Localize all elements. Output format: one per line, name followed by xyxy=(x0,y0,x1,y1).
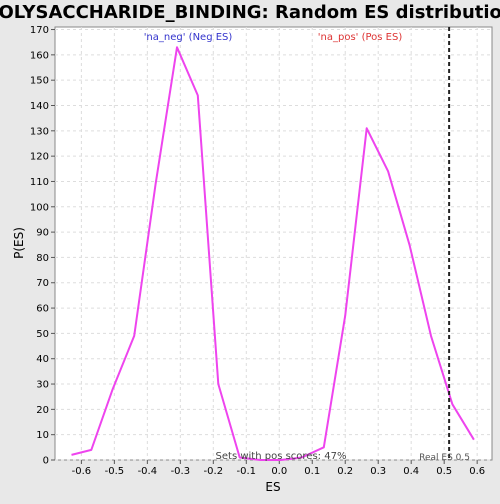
y-tick-label: 100 xyxy=(30,202,49,213)
y-tick-label: 30 xyxy=(36,380,49,391)
pos-es-label: 'na_pos' (Pos ES) xyxy=(318,32,403,43)
x-tick-label: -0.2 xyxy=(204,466,224,477)
x-tick-label: 0.2 xyxy=(337,466,353,477)
x-tick-label: -0.6 xyxy=(72,466,92,477)
y-axis-label: P(ES) xyxy=(12,227,26,259)
neg-es-label: 'na_neg' (Neg ES) xyxy=(144,32,233,43)
y-tick-label: 160 xyxy=(30,50,49,61)
chart-title: POLYSACCHARIDE_BINDING: Random ES distri… xyxy=(0,2,500,23)
y-tick-label: 110 xyxy=(30,177,49,188)
y-tick-label: 20 xyxy=(36,405,49,416)
y-tick-label: 150 xyxy=(30,76,49,87)
es-distribution-line xyxy=(71,46,475,461)
x-tick-label: 0.3 xyxy=(370,466,386,477)
x-tick-label: 0.4 xyxy=(403,466,419,477)
axes: -0.6 -0.5 -0.4 -0.3 -0.2 -0.1 0.0 0.1 0.2 0.3 0.4 0… xyxy=(30,25,485,477)
y-tick-label: 140 xyxy=(30,101,49,112)
x-tick-label: 0.5 xyxy=(436,466,452,477)
y-tick-label: 70 xyxy=(36,278,49,289)
x-tick-label: 0.6 xyxy=(469,466,485,477)
y-tick-label: 130 xyxy=(30,126,49,137)
y-tick-label: 0 xyxy=(43,456,49,467)
y-tick-label: 120 xyxy=(30,152,49,163)
y-tick-label: 80 xyxy=(36,253,49,264)
y-tick-label: 90 xyxy=(36,228,49,239)
x-tick-label: 0.0 xyxy=(271,466,287,477)
x-tick-label: -0.4 xyxy=(138,466,158,477)
y-tick-label: 40 xyxy=(36,354,49,365)
x-tick-label: -0.1 xyxy=(237,466,257,477)
series xyxy=(71,27,475,461)
real-es-label: Real ES 0.5 xyxy=(419,453,470,463)
x-tick-label: -0.3 xyxy=(171,466,191,477)
annotations: 'na_neg' (Neg ES) 'na_pos' (Pos ES) Sets… xyxy=(144,32,470,463)
plot-area xyxy=(54,26,493,461)
x-tick-label: 0.1 xyxy=(304,466,320,477)
x-axis-label: ES xyxy=(265,480,280,494)
y-tick-label: 60 xyxy=(36,304,49,315)
x-tick-label: -0.5 xyxy=(105,466,125,477)
y-tick-label: 170 xyxy=(30,25,49,36)
sets-with-pos-scores-label: Sets with pos scores: 47% xyxy=(216,451,347,462)
y-tick-label: 50 xyxy=(36,329,49,340)
y-tick-label: 10 xyxy=(36,430,49,441)
